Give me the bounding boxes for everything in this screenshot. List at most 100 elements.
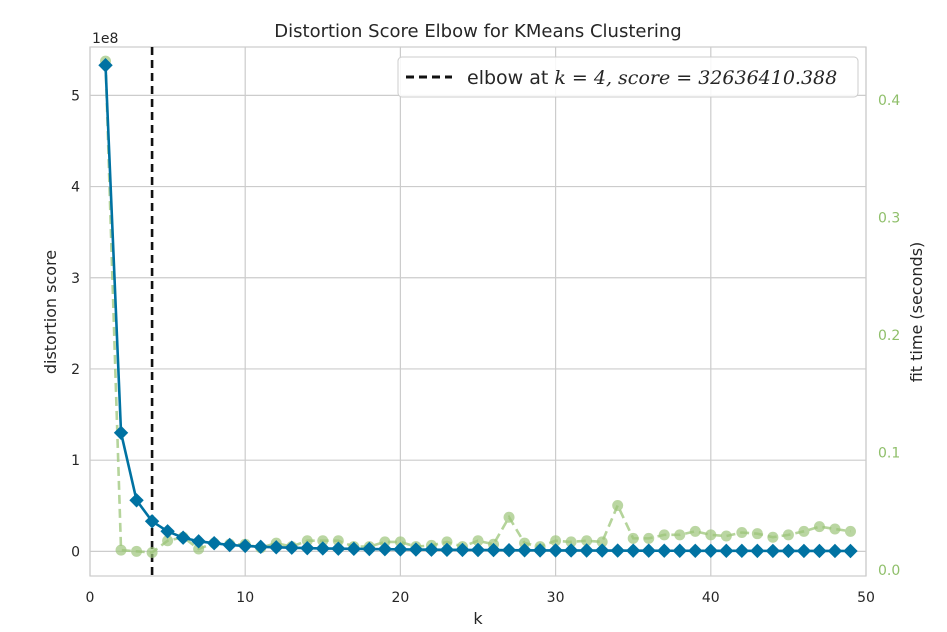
x-tick-label: 0 [86, 590, 95, 606]
distortion-point [734, 543, 750, 559]
distortion-point [610, 543, 625, 558]
fit-time-point [301, 535, 313, 547]
distortion-point [750, 543, 765, 559]
distortion-point [455, 542, 470, 558]
distortion-point [300, 540, 315, 556]
distortion-point [439, 542, 455, 558]
distortion-point [113, 425, 129, 441]
distortion-point [532, 543, 548, 558]
fit-time-point [115, 544, 127, 556]
distortion-point [501, 542, 517, 558]
fit-time-point [736, 527, 748, 539]
distortion-series [98, 58, 858, 559]
fit-time-point [146, 546, 158, 558]
grid-lines [89, 47, 867, 576]
y-offset-label: 1e8 [92, 31, 118, 47]
fit-time-point [193, 543, 205, 555]
fit-time-point [767, 531, 779, 543]
distortion-point [548, 543, 563, 558]
fit-time-point [627, 532, 639, 544]
distortion-point [688, 543, 703, 558]
chart-title: Distortion Score Elbow for KMeans Cluste… [274, 21, 681, 42]
distortion-point [393, 542, 408, 557]
distortion-point [377, 541, 393, 557]
x-tick-label: 30 [547, 590, 565, 606]
fit-time-point [394, 536, 406, 548]
fit-time-point [441, 536, 453, 548]
fit-time-point [379, 536, 391, 548]
distortion-point [346, 541, 362, 557]
fit-time-point [844, 525, 856, 537]
distortion-point [641, 543, 656, 558]
y-tick-label: 3 [71, 271, 80, 287]
fit-time-point [472, 535, 484, 547]
fit-time-point [689, 525, 701, 537]
legend-math: k = 4, score = 32636410.388 [554, 67, 837, 89]
y-right-tick-label: 0.2 [878, 328, 900, 344]
distortion-point [563, 543, 579, 558]
distortion-point [594, 543, 610, 558]
y-right-tick-label: 0.4 [878, 93, 900, 109]
y-right-tick-label: 0.3 [878, 210, 900, 226]
y-tick-label: 2 [71, 362, 80, 378]
distortion-point [703, 543, 718, 559]
legend-prefix: elbow at [467, 67, 554, 89]
distortion-point [672, 543, 687, 558]
fit-time-point [720, 530, 732, 542]
fit-time-point [550, 535, 562, 547]
distortion-point [284, 540, 299, 555]
distortion-point [315, 541, 330, 556]
fit-time-point [751, 528, 763, 540]
fit-time-point [643, 532, 655, 544]
x-tick-label: 20 [391, 590, 409, 606]
y-axis-title: distortion score [41, 250, 60, 374]
tick-labels: 0 10 20 30 40 50 0 1 2 3 4 5 0.0 0.1 0.2 0.3 0.4 [71, 88, 900, 606]
distortion-point [796, 543, 812, 559]
fit-time-point [798, 525, 810, 537]
distortion-point [424, 542, 439, 557]
x-tick-label: 40 [702, 590, 720, 606]
distortion-point [144, 514, 160, 529]
y-right-tick-label: 0.0 [878, 563, 900, 579]
distortion-point [191, 534, 206, 549]
distortion-point [331, 541, 346, 556]
distortion-point [843, 543, 858, 559]
y-tick-label: 1 [71, 453, 80, 469]
fit-time-point [674, 529, 686, 541]
fit-time-point [782, 529, 794, 541]
x-tick-label: 10 [236, 590, 254, 606]
fit-time-point [612, 499, 624, 511]
fit-time-point [596, 536, 608, 548]
fit-time-point [581, 535, 593, 547]
legend-box [397, 56, 859, 98]
distortion-point [269, 540, 284, 555]
x-tick-label: 50 [857, 590, 875, 606]
distortion-point [129, 493, 144, 508]
distortion-point [781, 543, 796, 559]
distortion-point [238, 538, 253, 554]
distortion-point [408, 542, 424, 557]
distortion-point [812, 543, 827, 559]
fit-time-point [131, 545, 143, 557]
fit-time-point [813, 521, 825, 533]
distortion-point [517, 543, 532, 558]
plot-area [89, 46, 867, 577]
distortion-point [253, 539, 268, 555]
distortion-point [579, 543, 594, 558]
distortion-point [765, 543, 781, 559]
fit-time-point [317, 535, 329, 547]
fit-time-point [565, 536, 577, 548]
distortion-point [222, 537, 237, 553]
y-tick-label: 5 [71, 88, 80, 104]
y-right-tick-label: 0.1 [878, 446, 900, 462]
fit-time-point [503, 511, 515, 523]
fit-time-point [658, 529, 670, 541]
fit-time-point [162, 535, 174, 547]
legend: elbow at k = 4, score = 32636410.388 [397, 56, 859, 98]
legend-elbow-entry: elbow at k = 4, score = 32636410.388 [467, 67, 837, 89]
y-tick-label: 4 [71, 180, 80, 196]
fit-time-point [332, 535, 344, 547]
distortion-point [206, 535, 222, 551]
distortion-point [657, 543, 672, 558]
